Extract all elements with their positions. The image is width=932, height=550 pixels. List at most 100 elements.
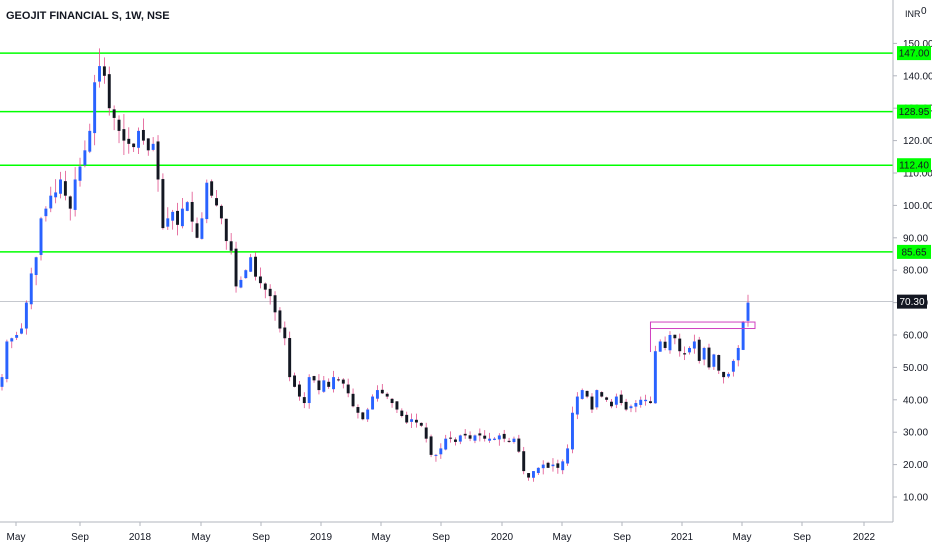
chart-title: GEOJIT FINANCIAL S, 1W, NSE xyxy=(6,10,170,22)
candle-body xyxy=(210,181,214,196)
candle xyxy=(580,388,584,400)
candle xyxy=(107,66,111,116)
candle xyxy=(678,333,682,357)
candle-body xyxy=(263,283,267,290)
candle-body xyxy=(453,439,457,442)
candle-body xyxy=(361,412,365,420)
candle-body xyxy=(478,433,482,436)
candle-body xyxy=(63,181,67,196)
candle xyxy=(161,173,165,230)
time-axis[interactable]: May Sep 2018 May Sep 2019 May Sep 2020 May Sep 2021… xyxy=(0,521,893,543)
level-label-bg xyxy=(897,46,931,61)
candle-body xyxy=(273,295,277,313)
candle-body xyxy=(746,302,750,321)
candle xyxy=(458,434,462,445)
candle xyxy=(668,331,672,354)
candle-body xyxy=(678,338,682,352)
x-tick-label: 2022 xyxy=(853,532,876,543)
candle xyxy=(424,422,428,443)
candle-body xyxy=(224,218,228,242)
candle-body xyxy=(400,410,404,416)
candle xyxy=(171,209,175,230)
candle-body xyxy=(610,401,613,407)
candle-body xyxy=(122,129,126,141)
candle-body xyxy=(727,373,730,377)
y-tick-label: 60.00 xyxy=(903,331,928,342)
candle xyxy=(215,190,218,207)
candle-body xyxy=(649,401,652,404)
box-annotation[interactable] xyxy=(649,321,756,330)
candle-body xyxy=(541,464,545,469)
candle xyxy=(595,389,599,410)
candle xyxy=(371,394,375,410)
candle xyxy=(488,432,492,443)
level-label: 112.40 xyxy=(899,161,929,172)
level-label-bg xyxy=(897,158,931,173)
candle xyxy=(639,396,643,408)
candle xyxy=(366,407,370,422)
candle xyxy=(600,391,604,398)
candle xyxy=(556,459,560,474)
candle xyxy=(317,374,321,395)
candle xyxy=(566,444,570,466)
candle-body xyxy=(595,390,599,408)
candle-body xyxy=(429,436,433,455)
candle-body xyxy=(688,347,691,353)
candle xyxy=(239,276,243,289)
candle-body xyxy=(590,396,594,410)
level-label-bg xyxy=(897,104,931,119)
candle xyxy=(502,429,506,443)
candle xyxy=(536,467,540,476)
candle-body xyxy=(385,393,389,397)
candle xyxy=(722,371,726,384)
level-label: 147.00 xyxy=(899,49,930,60)
candle-body xyxy=(93,82,97,134)
candle xyxy=(688,346,691,355)
candle xyxy=(141,118,145,145)
y-tick-label: 20.00 xyxy=(903,460,928,471)
candle-body xyxy=(293,375,297,387)
candle xyxy=(619,390,623,406)
candle-body xyxy=(283,327,287,339)
candle xyxy=(293,372,297,388)
y-tick-label: 40.00 xyxy=(903,395,928,406)
candle xyxy=(614,393,618,409)
candle-body xyxy=(395,401,399,410)
candle xyxy=(517,434,521,454)
candle xyxy=(332,370,336,393)
candle-body xyxy=(312,376,316,381)
candle xyxy=(83,140,87,168)
candle-body xyxy=(29,273,33,305)
candle xyxy=(49,186,53,213)
candle-body xyxy=(497,435,501,440)
candle-body xyxy=(605,397,609,400)
candle-body xyxy=(127,138,131,144)
y-tick-label: 140.00 xyxy=(903,71,932,82)
candle-body xyxy=(731,360,735,372)
x-tick-label: May xyxy=(372,532,391,543)
candle xyxy=(166,207,170,230)
candle-body xyxy=(59,179,62,194)
candle xyxy=(492,437,496,441)
candle-body xyxy=(34,257,38,276)
candle xyxy=(10,337,14,349)
horizontal-levels xyxy=(0,52,893,253)
candle-body xyxy=(336,379,340,381)
candle xyxy=(15,331,19,341)
candle-body xyxy=(483,435,487,439)
candle xyxy=(736,345,740,367)
candle xyxy=(312,375,316,383)
price-axis[interactable]: 10.0020.0030.0040.0050.0060.0070.0080.00… xyxy=(892,0,932,522)
candle xyxy=(88,123,92,154)
candle-body xyxy=(180,208,184,227)
candle-body xyxy=(390,398,394,404)
candle xyxy=(112,105,116,131)
candle xyxy=(307,374,311,409)
level-label-bg xyxy=(897,244,931,259)
candle-body xyxy=(112,109,116,118)
y-tick-label: 110.00 xyxy=(903,169,932,180)
candle-body xyxy=(268,288,272,297)
candle xyxy=(268,284,272,305)
candle-body xyxy=(98,66,101,82)
